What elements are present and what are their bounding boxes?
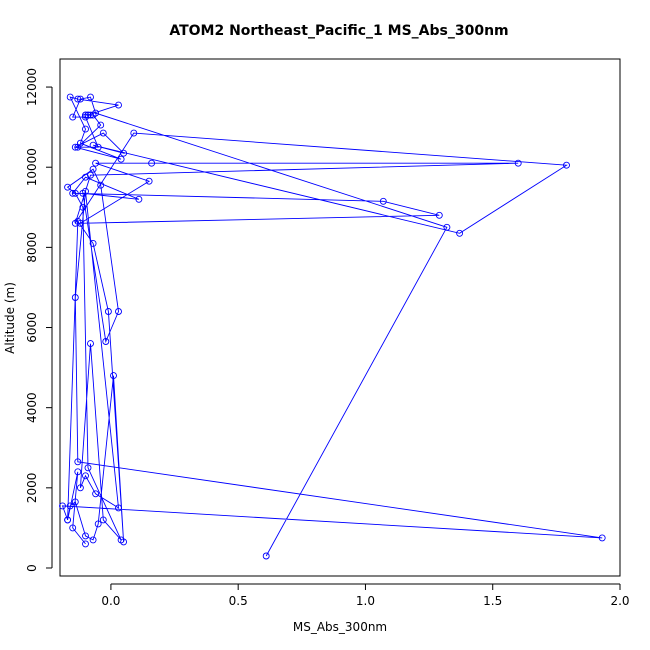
data-point [117, 155, 125, 163]
y-tick-label: 4000 [25, 392, 39, 423]
data-point [598, 534, 606, 542]
data-point [99, 129, 107, 137]
y-tick-label: 2000 [25, 473, 39, 504]
data-point [514, 159, 522, 167]
data-point [87, 93, 94, 101]
data-point [79, 189, 87, 197]
data-point [563, 161, 570, 169]
data-point [69, 113, 77, 121]
data-point [115, 308, 122, 315]
x-tick-label: 0.0 [101, 594, 120, 608]
plot-area-frame [59, 58, 621, 577]
data-point [76, 95, 84, 103]
data-point [82, 472, 89, 480]
data-point [92, 159, 100, 167]
data-point [97, 121, 105, 129]
data-point [69, 524, 77, 532]
data-point [130, 129, 138, 137]
data-point [82, 113, 89, 121]
y-tick-label: 8000 [25, 232, 39, 263]
data-point [74, 458, 82, 466]
data-point [71, 294, 79, 301]
data-point [64, 516, 72, 524]
data-point [145, 177, 153, 185]
data-point [110, 372, 117, 380]
data-point [87, 340, 94, 348]
data-point [97, 181, 105, 189]
data-point [99, 516, 107, 524]
data-point [92, 109, 100, 117]
data-point [74, 143, 82, 151]
data-point [82, 111, 89, 119]
data-point [89, 536, 97, 544]
x-axis: 0.0 0.5 1.0 1.5 2.0 [101, 583, 630, 608]
data-point [117, 536, 125, 544]
x-tick-label: 2.0 [610, 594, 629, 608]
data-point [94, 143, 102, 151]
data-point [71, 219, 79, 227]
y-tick-label: 12000 [25, 68, 39, 106]
x-tick-label: 0.5 [229, 594, 248, 608]
y-tick-label: 6000 [25, 312, 39, 343]
data-point [435, 211, 443, 219]
data-point [92, 490, 100, 498]
data-point [76, 484, 84, 492]
data-point [71, 189, 79, 197]
y-tick-label: 10000 [25, 148, 39, 186]
data-point [443, 223, 451, 231]
data-point [379, 197, 387, 205]
series-layer [59, 93, 606, 560]
data-point [89, 239, 97, 247]
data-point [262, 552, 270, 560]
data-point [71, 143, 79, 151]
data-point [82, 125, 89, 133]
series-line [61, 96, 603, 557]
data-point [82, 540, 89, 548]
data-point [135, 195, 143, 203]
data-point [102, 338, 110, 345]
data-point [84, 464, 92, 472]
data-point [74, 468, 82, 476]
x-tick-label: 1.5 [483, 594, 502, 608]
data-point [66, 93, 74, 101]
y-axis-label: Altitude (m) [3, 282, 17, 354]
data-point [74, 95, 82, 103]
data-point [120, 149, 128, 157]
data-point [104, 308, 112, 315]
data-point [115, 504, 122, 512]
x-tick-label: 1.0 [356, 594, 375, 608]
data-point [82, 532, 89, 540]
data-point [71, 498, 79, 506]
data-point [456, 229, 464, 237]
data-point [59, 502, 66, 510]
data-point [148, 159, 156, 167]
data-point [69, 189, 77, 197]
data-point [94, 520, 102, 528]
data-point [64, 183, 72, 191]
data-point [115, 101, 122, 109]
data-point [66, 502, 74, 510]
data-point [76, 219, 84, 227]
data-point [89, 165, 97, 173]
data-point [87, 171, 94, 179]
chart-title: ATOM2 Northeast_Pacific_1 MS_Abs_300nm [169, 23, 508, 39]
x-axis-label: MS_Abs_300nm [293, 620, 387, 634]
y-tick-label: 0 [25, 564, 39, 572]
y-axis: 0 2000 4000 6000 8000 10000 12000 [25, 68, 53, 572]
data-point [79, 203, 87, 211]
